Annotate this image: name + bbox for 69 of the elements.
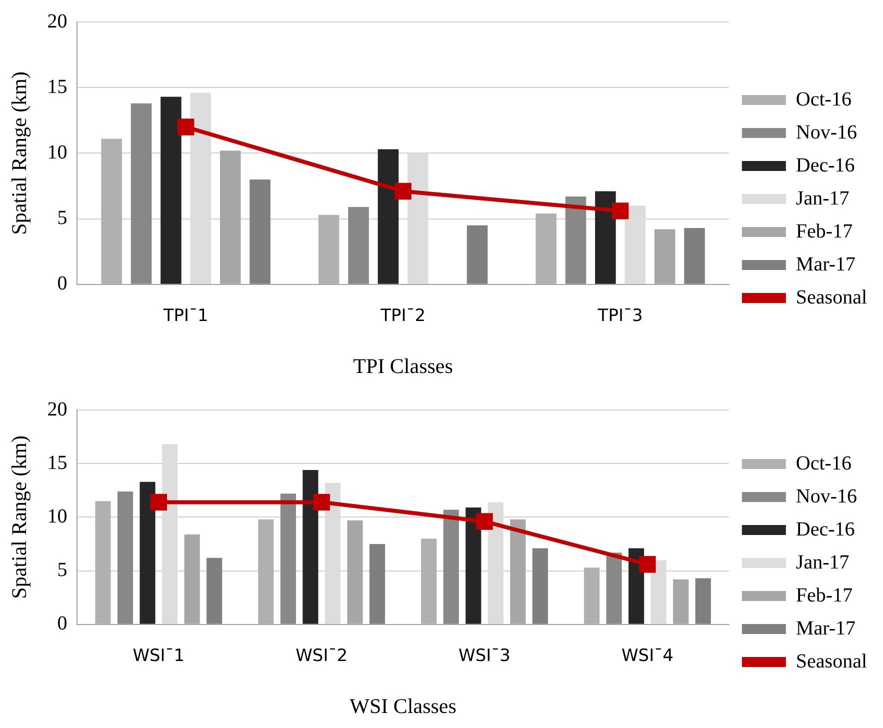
bar [117,491,134,624]
x-tick-label: WSI¯2 [296,646,348,666]
bar [95,501,111,624]
y-tick-label: 20 [47,398,68,420]
bar [258,519,274,624]
x-tick-label: WSI¯3 [458,646,510,666]
point [313,494,330,511]
y-tick-label: 15 [47,76,68,98]
legend-label: Mar-17 [796,253,856,276]
legend-label: Feb-17 [796,584,853,606]
bar [565,196,586,284]
bar [101,138,122,284]
y-tick-label: 5 [57,559,68,582]
x-axis-title: WSI Classes [350,694,456,718]
bar [595,191,616,284]
legend-label: Dec-16 [796,518,855,540]
legend-label: Seasonal [796,286,868,308]
legend-label: Nov-16 [796,485,858,508]
bar [466,508,482,624]
bar [443,510,459,624]
y-tick-label: 5 [57,207,68,230]
y-axis-title: Spatial Range (km) [7,72,32,235]
point [476,513,493,530]
bar [140,482,156,624]
bar [606,552,622,624]
legend-label: Dec-16 [796,154,855,176]
bar [160,96,182,284]
bar [302,470,318,624]
bar [378,149,399,284]
bar [532,548,548,624]
legend-label: Seasonal [796,650,868,672]
x-tick-label: WSI¯4 [621,646,674,666]
bar [280,494,296,624]
legend-label: Nov-16 [796,121,858,144]
y-tick-label: 10 [47,505,68,528]
y-tick-label: 20 [47,10,68,32]
bar [206,558,222,624]
y-tick-label: 10 [47,141,68,164]
point [177,118,194,136]
legend-label: Mar-17 [796,617,856,640]
y-tick-label: 0 [57,272,68,295]
legend-label: Oct-16 [796,88,852,110]
bar [584,568,600,624]
x-tick-label: TPI¯3 [596,306,643,326]
bar [318,214,340,284]
point [150,494,168,511]
bar [130,103,152,284]
bar [348,206,369,284]
bar [466,225,488,284]
point [639,556,656,573]
y-tick-label: 15 [47,452,68,474]
x-axis-title: TPI Classes [353,354,453,378]
legend-label: Jan-17 [796,551,850,574]
bar [695,578,711,624]
bar [250,179,270,284]
y-tick-label: 0 [57,612,68,635]
bar [536,214,556,284]
y-axis-title: Spatial Range (km) [7,436,32,599]
legend-label: Feb-17 [796,220,853,242]
x-tick-label: TPI¯2 [380,306,426,326]
x-tick-label: WSI¯1 [132,646,185,666]
bar [369,544,386,624]
x-tick-label: TPI¯1 [162,306,208,326]
legend-label: Oct-16 [796,452,852,474]
point [394,182,412,200]
bar [684,228,705,284]
bar [421,538,437,624]
point [612,202,629,220]
legend-label: Jan-17 [796,187,850,210]
